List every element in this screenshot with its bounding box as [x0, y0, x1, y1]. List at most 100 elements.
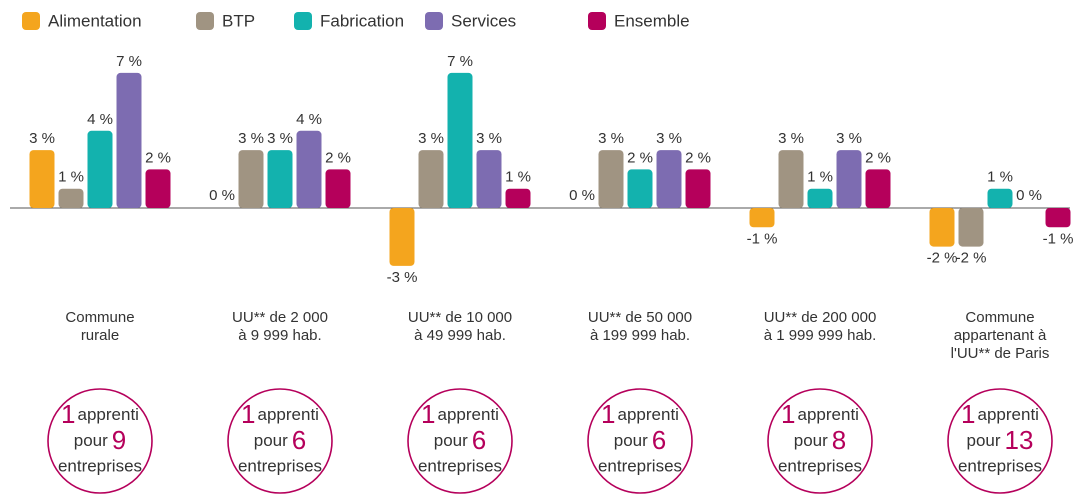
ratio-per: pour — [967, 431, 1001, 450]
bar — [418, 150, 444, 208]
ratio-noun: entreprises — [958, 456, 1042, 475]
category-label: à 49 999 hab. — [414, 327, 506, 344]
ratio-entreprises: 8 — [832, 425, 846, 455]
ratio-apprentis: 1 — [781, 399, 795, 429]
value-label: 3 % — [598, 130, 624, 147]
bar — [778, 150, 804, 208]
ratio-apprentis: 1 — [61, 399, 75, 429]
ratio-circle — [227, 388, 333, 494]
ratio-apprentis: 1 — [241, 399, 255, 429]
value-label: 1 % — [987, 169, 1013, 186]
ratio-circle — [947, 388, 1053, 494]
bar — [987, 188, 1013, 208]
ratio-noun: entreprises — [598, 456, 682, 475]
ratio-circle — [767, 388, 873, 494]
bar — [267, 150, 293, 208]
bar — [447, 72, 473, 209]
value-label: 1 % — [807, 169, 833, 186]
ratio-line: pour 13 — [967, 425, 1034, 455]
ratio-unit: apprenti — [978, 405, 1039, 424]
value-label: 2 % — [865, 149, 891, 166]
value-label: 3 % — [267, 130, 293, 147]
bar — [807, 188, 833, 208]
category-label: UU** de 2 000 — [232, 309, 328, 326]
ratio-entreprises: 9 — [112, 425, 126, 455]
value-label: 0 % — [569, 187, 595, 204]
ratio-line: 1 apprenti — [601, 399, 679, 429]
bar — [145, 169, 171, 208]
ratio-per: pour — [434, 431, 468, 450]
ratio-entreprises: 6 — [292, 425, 306, 455]
bar — [116, 72, 142, 209]
ratio-unit: apprenti — [438, 405, 499, 424]
category-label: UU** de 10 000 — [408, 309, 512, 326]
value-label: 4 % — [87, 111, 113, 128]
ratio-noun: entreprises — [778, 456, 862, 475]
value-label: 0 % — [209, 187, 235, 204]
value-label: 2 % — [627, 149, 653, 166]
legend-label: Ensemble — [614, 11, 690, 30]
value-label: -2 % — [956, 250, 987, 267]
ratio-line: 1 apprenti — [61, 399, 139, 429]
value-label: 2 % — [685, 149, 711, 166]
bar — [29, 150, 55, 208]
value-label: 7 % — [116, 53, 142, 70]
value-label: 2 % — [145, 149, 171, 166]
bar — [58, 188, 84, 208]
category-label: Commune — [65, 309, 134, 326]
category-label: UU** de 200 000 — [764, 309, 877, 326]
ratio-entreprises: 6 — [652, 425, 666, 455]
bar — [87, 130, 113, 208]
category-label: rurale — [81, 327, 119, 344]
legend-label: BTP — [222, 11, 255, 30]
category-label: à 1 999 999 hab. — [764, 327, 877, 344]
value-label: 7 % — [447, 53, 473, 70]
bar — [1045, 208, 1071, 228]
bar — [749, 208, 775, 228]
ratio-line: pour 9 — [74, 425, 127, 455]
ratio-unit: apprenti — [798, 405, 859, 424]
legend-swatch — [196, 12, 214, 30]
bar — [598, 150, 624, 208]
ratio-unit: apprenti — [258, 405, 319, 424]
value-label: 3 % — [656, 130, 682, 147]
category-label: Commune — [965, 309, 1034, 326]
ratio-entreprises: 6 — [472, 425, 486, 455]
ratio-circle — [407, 388, 513, 494]
ratio-entreprises: 13 — [1005, 425, 1034, 455]
value-label: 2 % — [325, 149, 351, 166]
category-label: appartenant à — [954, 327, 1047, 344]
value-label: -1 % — [1043, 230, 1074, 247]
value-label: -2 % — [927, 250, 958, 267]
ratio-line: pour 8 — [794, 425, 847, 455]
legend-label: Fabrication — [320, 11, 404, 30]
value-label: 3 % — [418, 130, 444, 147]
ratio-per: pour — [794, 431, 828, 450]
ratio-circle — [587, 388, 693, 494]
category-label: à 199 999 hab. — [590, 327, 690, 344]
ratio-line: pour 6 — [434, 425, 487, 455]
bar — [836, 150, 862, 208]
ratio-line: 1 apprenti — [421, 399, 499, 429]
bar — [238, 150, 264, 208]
bar — [656, 150, 682, 208]
category-label: l'UU** de Paris — [951, 345, 1050, 362]
ratio-unit: apprenti — [78, 405, 139, 424]
bar — [476, 150, 502, 208]
bar — [627, 169, 653, 208]
value-label: -1 % — [747, 230, 778, 247]
value-label: 0 % — [1016, 187, 1042, 204]
legend-label: Services — [451, 11, 516, 30]
bar — [325, 169, 351, 208]
value-label: 1 % — [505, 169, 531, 186]
legend-swatch — [294, 12, 312, 30]
ratio-circle — [47, 388, 153, 494]
category-label: UU** de 50 000 — [588, 309, 692, 326]
bar — [685, 169, 711, 208]
category-label: à 9 999 hab. — [238, 327, 321, 344]
value-label: 3 % — [836, 130, 862, 147]
value-label: 3 % — [778, 130, 804, 147]
ratio-line: pour 6 — [254, 425, 307, 455]
ratio-line: 1 apprenti — [961, 399, 1039, 429]
